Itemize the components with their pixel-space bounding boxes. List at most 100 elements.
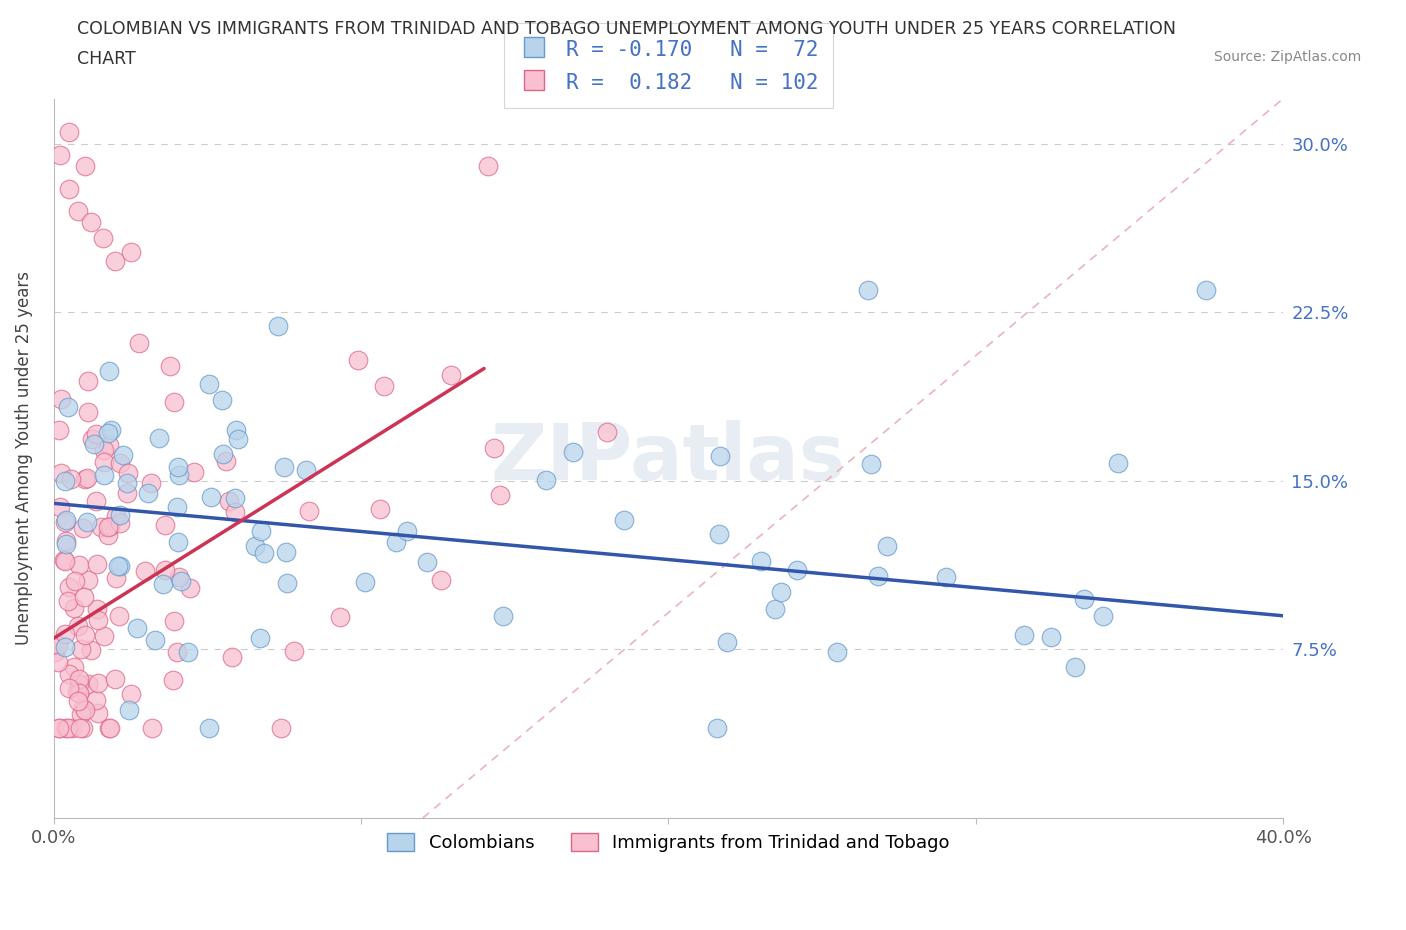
Point bbox=[80, 432, 103, 446]
Point bbox=[152, 577, 174, 591]
Point bbox=[58, 680, 80, 695]
Point bbox=[93, 629, 115, 644]
Point bbox=[110, 515, 132, 530]
Point bbox=[49, 148, 72, 163]
Point bbox=[55, 721, 77, 736]
Point bbox=[115, 476, 138, 491]
Point bbox=[70, 707, 93, 722]
Point bbox=[183, 465, 205, 480]
Point bbox=[198, 377, 221, 392]
Point bbox=[56, 594, 79, 609]
Point bbox=[108, 608, 131, 623]
Point bbox=[48, 423, 70, 438]
Point bbox=[218, 494, 240, 509]
Point bbox=[55, 512, 77, 527]
Point bbox=[46, 654, 69, 669]
Point bbox=[115, 485, 138, 500]
Point bbox=[108, 456, 131, 471]
Point bbox=[98, 438, 121, 453]
Point bbox=[709, 448, 731, 463]
Point bbox=[706, 721, 728, 736]
Point bbox=[373, 379, 395, 394]
Point bbox=[1195, 283, 1218, 298]
Point bbox=[250, 524, 273, 538]
Point bbox=[709, 526, 731, 541]
Point bbox=[108, 508, 131, 523]
Point bbox=[77, 374, 100, 389]
Point bbox=[60, 721, 83, 736]
Point bbox=[440, 367, 463, 382]
Point bbox=[67, 204, 90, 219]
Point bbox=[211, 392, 233, 407]
Point bbox=[93, 455, 115, 470]
Point bbox=[63, 659, 86, 674]
Point bbox=[786, 563, 808, 578]
Point bbox=[166, 644, 188, 659]
Point bbox=[120, 245, 142, 259]
Point bbox=[763, 602, 786, 617]
Point bbox=[55, 533, 77, 548]
Point bbox=[1064, 659, 1087, 674]
Point bbox=[73, 472, 96, 487]
Point bbox=[859, 457, 882, 472]
Point bbox=[249, 631, 271, 645]
Point bbox=[48, 721, 70, 736]
Point bbox=[48, 499, 70, 514]
Point bbox=[274, 545, 297, 560]
Point bbox=[84, 494, 107, 509]
Point bbox=[72, 700, 94, 715]
Point bbox=[97, 520, 120, 535]
Point bbox=[482, 441, 505, 456]
Point bbox=[489, 487, 512, 502]
Point bbox=[84, 693, 107, 708]
Text: CHART: CHART bbox=[77, 50, 136, 68]
Point bbox=[53, 626, 76, 641]
Point bbox=[53, 514, 76, 529]
Point bbox=[93, 443, 115, 458]
Point bbox=[128, 336, 150, 351]
Point bbox=[58, 667, 80, 682]
Point bbox=[935, 569, 957, 584]
Point bbox=[96, 527, 118, 542]
Point bbox=[84, 427, 107, 442]
Point bbox=[83, 437, 105, 452]
Point bbox=[76, 676, 98, 691]
Point bbox=[273, 459, 295, 474]
Point bbox=[141, 721, 163, 736]
Point bbox=[100, 422, 122, 437]
Point bbox=[58, 181, 80, 196]
Point bbox=[148, 431, 170, 445]
Point bbox=[67, 685, 90, 700]
Point bbox=[136, 485, 159, 500]
Point bbox=[87, 675, 110, 690]
Point bbox=[67, 618, 90, 633]
Point bbox=[166, 499, 188, 514]
Point bbox=[253, 545, 276, 560]
Point bbox=[283, 644, 305, 658]
Point bbox=[1073, 591, 1095, 606]
Point bbox=[97, 425, 120, 440]
Point bbox=[215, 454, 238, 469]
Point bbox=[118, 703, 141, 718]
Point bbox=[66, 684, 89, 699]
Y-axis label: Unemployment Among Youth under 25 years: Unemployment Among Youth under 25 years bbox=[15, 272, 32, 645]
Point bbox=[120, 687, 142, 702]
Point bbox=[295, 462, 318, 477]
Point bbox=[53, 639, 76, 654]
Point bbox=[73, 703, 96, 718]
Point bbox=[561, 445, 583, 459]
Text: ZIPatlas: ZIPatlas bbox=[491, 420, 846, 497]
Point bbox=[98, 721, 121, 736]
Point bbox=[368, 501, 391, 516]
Point bbox=[225, 423, 247, 438]
Point bbox=[73, 589, 96, 604]
Point bbox=[155, 563, 177, 578]
Point bbox=[716, 634, 738, 649]
Point bbox=[53, 553, 76, 568]
Point bbox=[155, 517, 177, 532]
Text: Source: ZipAtlas.com: Source: ZipAtlas.com bbox=[1213, 50, 1361, 64]
Point bbox=[76, 515, 98, 530]
Legend: Colombians, Immigrants from Trinidad and Tobago: Colombians, Immigrants from Trinidad and… bbox=[380, 826, 957, 859]
Point bbox=[107, 559, 129, 574]
Point bbox=[430, 572, 453, 587]
